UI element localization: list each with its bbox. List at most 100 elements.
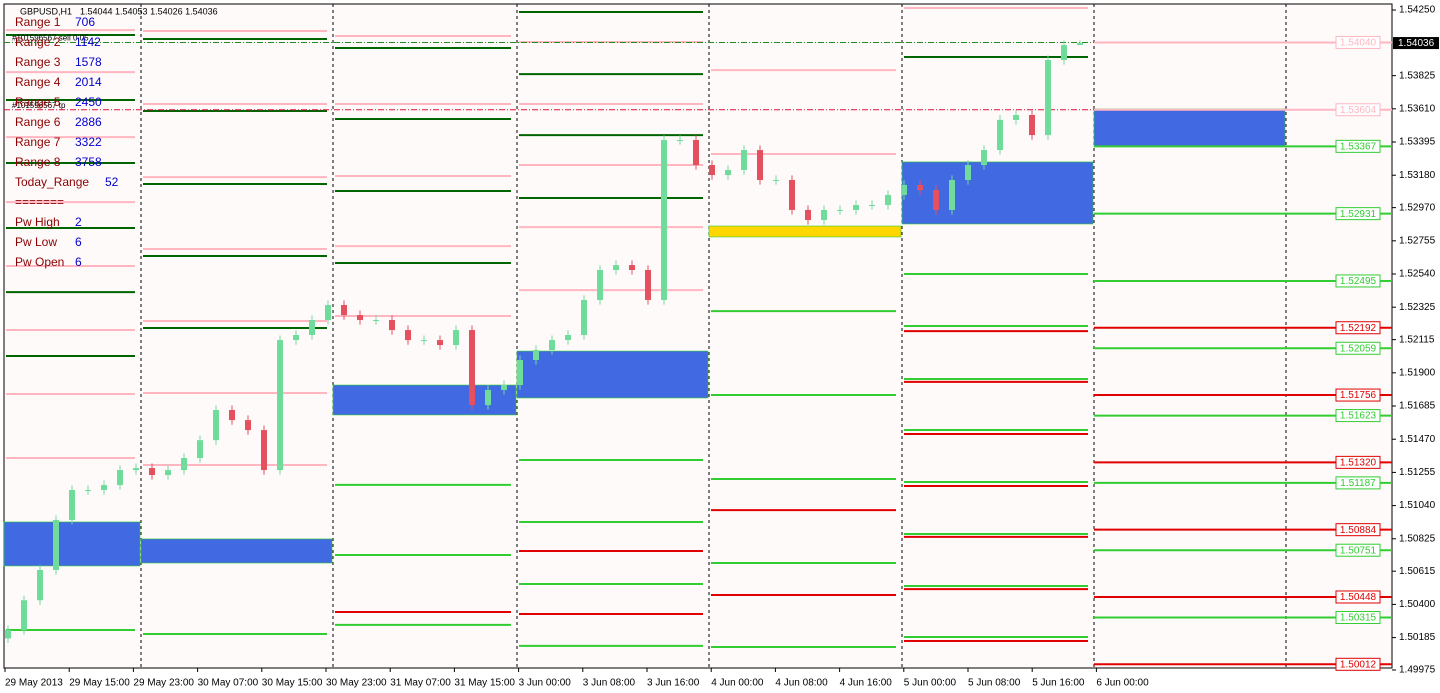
panel-value: 3758 xyxy=(75,155,102,169)
candle-body xyxy=(485,389,491,406)
level-label: 1.50012 xyxy=(1340,659,1377,670)
candle-body xyxy=(405,330,411,341)
candle-body xyxy=(437,340,443,346)
candle-body xyxy=(997,119,1003,151)
y-tick-label: 1.50400 xyxy=(1399,599,1436,610)
candle-body xyxy=(85,489,91,491)
zone xyxy=(901,161,1094,225)
candle-body xyxy=(789,179,795,210)
panel-value: 1142 xyxy=(75,35,101,49)
panel-label: Range 2 xyxy=(15,35,61,49)
candle-body xyxy=(597,270,603,300)
y-tick-label: 1.53610 xyxy=(1399,103,1436,114)
panel-value: 52 xyxy=(105,175,119,189)
panel-value: 706 xyxy=(75,15,95,29)
level-label-box xyxy=(1335,341,1381,355)
candle-body xyxy=(213,410,219,441)
x-tick-label: 30 May 15:00 xyxy=(262,678,323,689)
y-tick-label: 1.53395 xyxy=(1399,137,1436,148)
level-label-box xyxy=(1335,139,1381,153)
y-tick-label: 1.50185 xyxy=(1399,632,1436,643)
level-label: 1.50448 xyxy=(1340,592,1377,603)
level-label-box xyxy=(1335,207,1381,221)
candle-body xyxy=(21,600,27,631)
candle-body xyxy=(741,150,747,170)
candle-body xyxy=(661,140,667,300)
y-tick-label: 1.52115 xyxy=(1399,334,1435,345)
level-label: 1.53604 xyxy=(1340,105,1377,116)
panel-label: Range 4 xyxy=(15,75,61,89)
panel-value: 3322 xyxy=(75,135,102,149)
candle-body xyxy=(245,420,251,431)
candle-body xyxy=(533,349,539,361)
header-prices: 1.54044 1.54053 1.54026 1.54036 xyxy=(80,6,218,16)
candle-body xyxy=(1045,60,1051,136)
x-tick-label: 30 May 07:00 xyxy=(198,678,259,689)
candle-body xyxy=(725,169,731,176)
candle-body xyxy=(613,265,619,271)
last-price-label: 1.54036 xyxy=(1398,38,1435,49)
level-label-box xyxy=(1335,274,1381,288)
y-tick-label: 1.51470 xyxy=(1399,434,1436,445)
candle-body xyxy=(341,305,347,316)
candle-body xyxy=(949,179,955,210)
x-tick-label: 3 Jun 00:00 xyxy=(519,678,572,689)
panel-label: Range 6 xyxy=(15,115,61,129)
zone xyxy=(708,225,902,238)
candle-body xyxy=(917,184,923,191)
y-tick-label: 1.52755 xyxy=(1399,235,1436,246)
candle-body xyxy=(565,334,571,341)
trade-label: #101596567 sell 0.05 xyxy=(12,34,89,43)
candle-body xyxy=(117,470,123,486)
y-tick-label: 1.52325 xyxy=(1399,302,1436,313)
y-tick-label: 1.50615 xyxy=(1399,566,1436,577)
candle-body xyxy=(53,519,59,570)
candle-body xyxy=(453,330,459,346)
y-tick-label: 1.51040 xyxy=(1399,500,1436,511)
candle-body xyxy=(165,470,171,476)
level-label: 1.54040 xyxy=(1340,38,1377,49)
y-tick-label: 1.50825 xyxy=(1399,533,1436,544)
level-label: 1.51320 xyxy=(1340,458,1377,469)
candle-body xyxy=(693,140,699,166)
x-tick-label: 5 Jun 08:00 xyxy=(968,678,1021,689)
candle-body xyxy=(501,385,507,390)
plot-layer: #101596567 sell 0.05 #101596567 tp 1.54040… xyxy=(3,4,1439,689)
panel-label: Range 3 xyxy=(15,55,61,69)
level-label-box xyxy=(1335,611,1381,625)
candle-body xyxy=(869,205,875,207)
panel-value: 1578 xyxy=(75,55,102,69)
zone xyxy=(1093,108,1286,147)
y-tick-label: 1.52540 xyxy=(1399,269,1436,280)
candle-body xyxy=(581,299,587,335)
candle-body xyxy=(101,485,107,490)
panel-label: Range 7 xyxy=(15,135,61,149)
level-label: 1.51756 xyxy=(1340,390,1377,401)
zone xyxy=(140,538,333,564)
panel-label: Today_Range xyxy=(15,175,89,189)
x-tick-label: 4 Jun 00:00 xyxy=(711,678,764,689)
candle-body xyxy=(853,205,859,210)
x-tick-label: 29 May 23:00 xyxy=(133,678,194,689)
y-tick-label: 1.53180 xyxy=(1399,170,1436,181)
candle-body xyxy=(1061,45,1067,61)
panel-label: Pw Low xyxy=(15,235,57,249)
level-label: 1.51187 xyxy=(1340,478,1376,489)
chart-title: GBPUSD,H1 xyxy=(20,6,72,16)
level-label: 1.51623 xyxy=(1340,411,1377,422)
candle-body xyxy=(373,320,379,322)
level-label-box xyxy=(1335,476,1381,490)
candle-body xyxy=(229,410,235,421)
candle-body xyxy=(197,440,203,459)
level-label: 1.53367 xyxy=(1340,141,1377,152)
x-tick-label: 3 Jun 08:00 xyxy=(583,678,636,689)
x-tick-label: 30 May 23:00 xyxy=(326,678,387,689)
candle-body xyxy=(805,209,811,220)
level-label-box xyxy=(1335,657,1381,671)
level-label-box xyxy=(1335,103,1381,117)
panel-label: Pw Open xyxy=(15,255,64,269)
candle-body xyxy=(181,458,187,471)
level-label: 1.52931 xyxy=(1340,209,1377,220)
